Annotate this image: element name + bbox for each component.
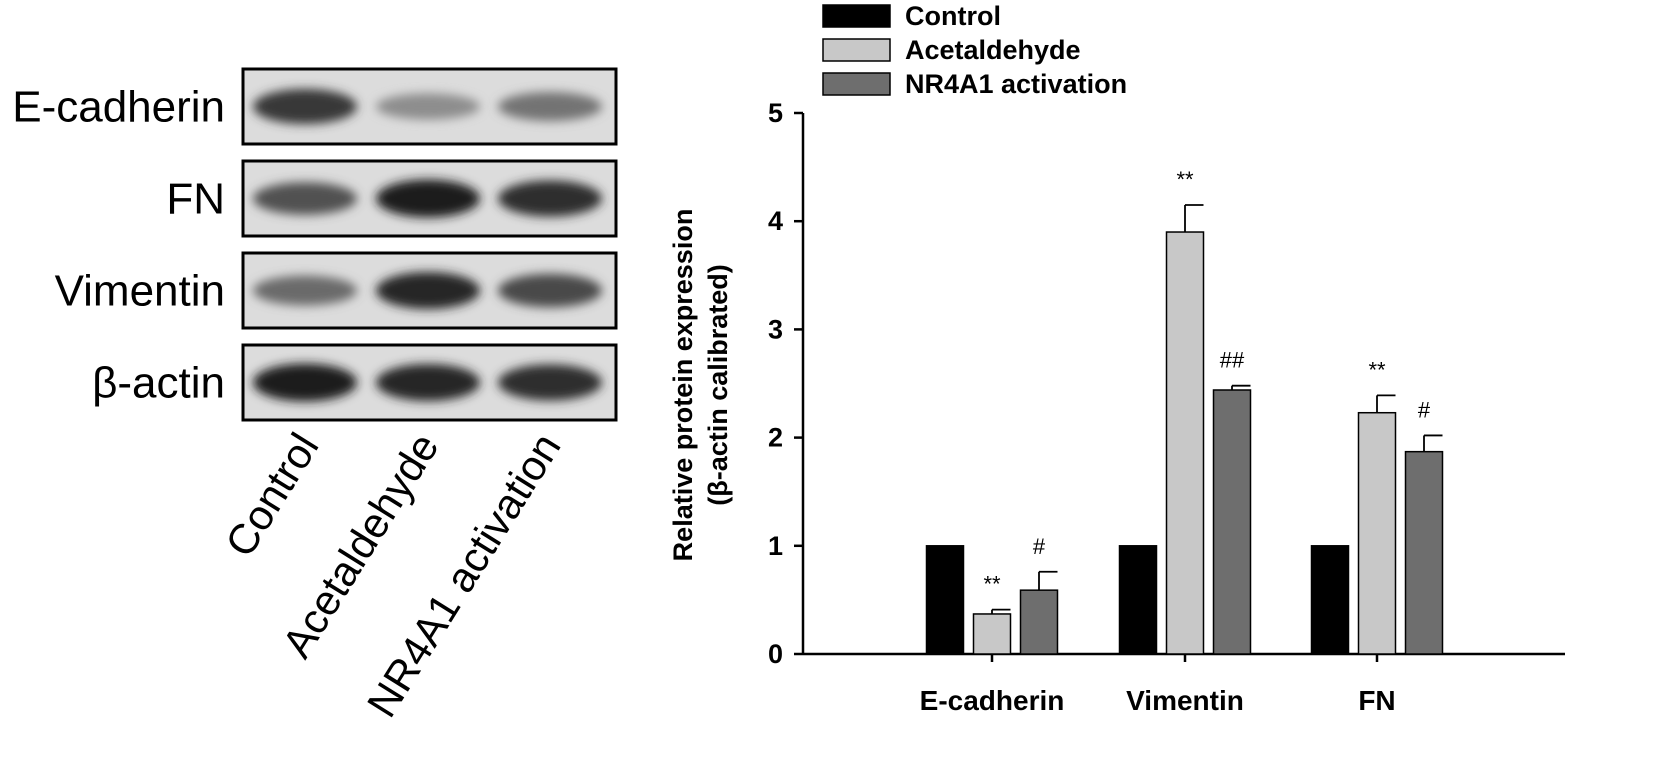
y-label-line: (β-actin calibrated): [703, 264, 733, 506]
bars: ** # ** ## ** #: [925, 167, 1444, 655]
blot-band: [376, 363, 480, 402]
legend-swatch: [822, 4, 891, 28]
y-label-line: Relative protein expression: [668, 209, 698, 562]
blot-row-1: E-cadherin: [12, 67, 618, 146]
blot-band: [376, 179, 480, 218]
legend-label: NR4A1 activation: [905, 69, 1127, 99]
blot-band: [498, 180, 602, 217]
blot-row-label: E-cadherin: [12, 83, 225, 132]
x-tick-labels: E-cadherin Vimentin FN: [920, 654, 1396, 716]
significance-label: #: [1418, 397, 1431, 422]
blot-row-label: FN: [166, 175, 225, 224]
blot-band: [253, 182, 357, 215]
bar: [1310, 545, 1350, 655]
x-tick-label: FN: [1358, 685, 1395, 716]
x-tick-label: Vimentin: [1126, 685, 1244, 716]
blot-band: [498, 273, 602, 308]
legend-label: Control: [905, 1, 1001, 31]
svg-text:Relative protein expression(β-: Relative protein expression (β-actin cali…: [668, 209, 733, 562]
y-tick-label: 1: [768, 531, 783, 561]
blot-row-3: Vimentin: [55, 251, 618, 330]
legend-entry: Acetaldehyde: [822, 35, 1081, 65]
significance-label: **: [1176, 167, 1194, 192]
legend-label: Acetaldehyde: [905, 35, 1081, 65]
y-tick-label: 0: [768, 639, 783, 669]
significance-label: ##: [1220, 348, 1245, 373]
significance-label: #: [1033, 534, 1046, 559]
blot-band: [498, 92, 602, 121]
y-axis-label: Relative protein expression (β-actin cali…: [668, 209, 733, 562]
legend-swatch: [822, 38, 891, 62]
significance-label: **: [983, 572, 1001, 597]
blot-row-2: FN: [166, 159, 618, 238]
y-tick-label: 5: [768, 98, 783, 128]
legend-swatch: [822, 72, 891, 96]
y-tick-label: 3: [768, 314, 783, 344]
blot-row-4: β-actin: [92, 343, 618, 422]
significance-label: **: [1368, 357, 1386, 382]
bar: [1019, 589, 1059, 655]
x-tick-label: E-cadherin: [920, 685, 1065, 716]
blot-band: [376, 271, 480, 310]
bar: [1357, 411, 1397, 655]
bar: [1118, 545, 1158, 655]
y-tick-label: 4: [768, 206, 783, 236]
bar: [972, 613, 1012, 655]
bar: [925, 545, 965, 655]
legend-entry: Control: [822, 1, 1001, 31]
blot-row-label: β-actin: [92, 359, 225, 408]
blot-band: [376, 93, 480, 120]
bar: [1404, 450, 1444, 655]
bar-chart: Control Acetaldehyde NR4A1 activation Rela…: [668, 1, 1565, 716]
y-tick-label: 2: [768, 423, 783, 453]
blot-band: [498, 364, 602, 401]
blot-band: [253, 363, 357, 402]
bar: [1212, 389, 1252, 655]
legend: Control Acetaldehyde NR4A1 activation: [822, 1, 1127, 99]
blot-band: [253, 275, 357, 306]
blot-band: [253, 88, 357, 125]
legend-entry: NR4A1 activation: [822, 69, 1127, 99]
blot-lane-label: Control: [216, 425, 328, 565]
blot-row-label: Vimentin: [55, 267, 225, 316]
bar: [1165, 231, 1205, 655]
